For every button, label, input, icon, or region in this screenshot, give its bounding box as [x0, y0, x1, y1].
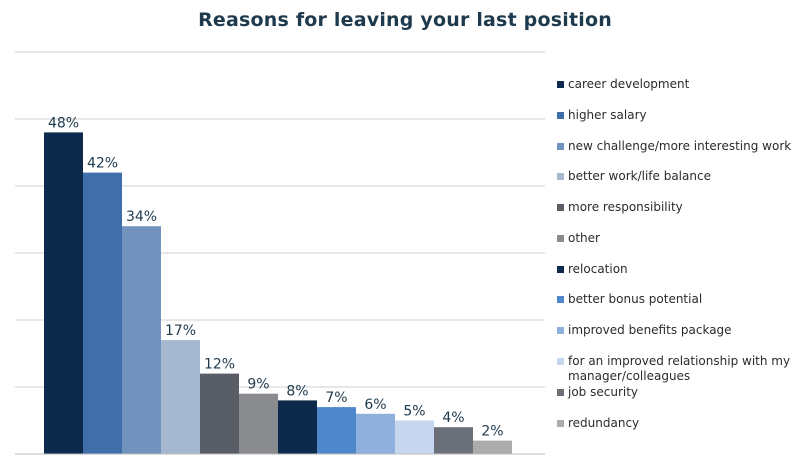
data-label-12: 2% — [481, 424, 503, 440]
legend-swatch — [557, 204, 564, 211]
legend-label: better work/life balance — [568, 169, 711, 183]
legend-swatch — [557, 296, 564, 303]
legend-swatch — [557, 143, 564, 150]
bars — [44, 132, 512, 454]
data-label-8: 7% — [325, 390, 347, 406]
legend-label: more responsibility — [568, 200, 683, 214]
bar-11 — [434, 427, 473, 454]
data-label-6: 9% — [247, 377, 269, 393]
data-label-2: 42% — [87, 156, 118, 172]
data-label-5: 12% — [204, 357, 235, 373]
legend-swatch — [557, 235, 564, 242]
legend-label: for an improved relationship with my man… — [568, 354, 791, 383]
legend-label: higher salary — [568, 108, 647, 122]
bar-6 — [239, 393, 278, 454]
bar-5 — [200, 373, 239, 454]
data-label-7: 8% — [286, 383, 308, 399]
data-label-4: 17% — [165, 323, 196, 339]
legend-swatch — [557, 81, 564, 88]
chart-title: Reasons for leaving your last position — [198, 9, 612, 31]
bar-9 — [356, 413, 395, 454]
legend-swatch — [557, 173, 564, 180]
legend-label: redundancy — [568, 416, 640, 430]
bar-4 — [161, 340, 200, 454]
legend-swatch — [557, 389, 564, 396]
legend-swatch — [557, 420, 564, 427]
bar-8 — [317, 407, 356, 454]
legend-label: improved benefits package — [568, 323, 732, 337]
bar-10 — [395, 420, 434, 454]
bar-3 — [122, 226, 161, 454]
bar-12 — [473, 440, 512, 454]
data-label-10: 5% — [403, 404, 425, 420]
bar-1 — [44, 132, 83, 454]
legend-swatch — [557, 266, 564, 273]
legend-label: other — [568, 231, 600, 245]
legend-swatch — [557, 327, 564, 334]
data-label-3: 34% — [126, 209, 157, 225]
legend-label: career development — [568, 77, 690, 91]
legend-label: new challenge/more interesting work — [568, 139, 792, 153]
bar-7 — [278, 400, 317, 454]
legend-label: relocation — [568, 262, 628, 276]
legend-swatch — [557, 358, 564, 365]
data-label-9: 6% — [364, 397, 386, 413]
legend-label: better bonus potential — [568, 292, 703, 306]
legend-swatch — [557, 112, 564, 119]
bar-2 — [83, 172, 122, 454]
legend-label: job security — [568, 385, 639, 399]
gridlines — [15, 51, 545, 388]
data-label-1: 48% — [48, 115, 79, 131]
data-label-11: 4% — [442, 410, 464, 426]
data-labels: 48% 42% 34% 17% 12% 9% 8% 7% 6% 5% 4% 2% — [48, 115, 504, 439]
